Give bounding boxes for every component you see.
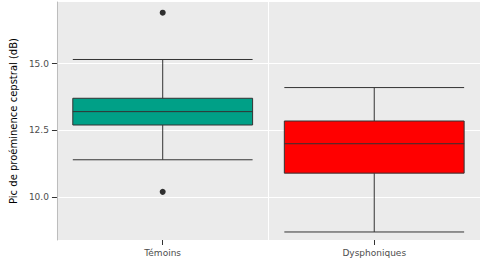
svg-text:10.0: 10.0: [29, 192, 49, 202]
svg-text:Dysphoniques: Dysphoniques: [342, 248, 406, 258]
svg-text:12.5: 12.5: [29, 125, 49, 135]
svg-text:Témoins: Témoins: [143, 248, 181, 258]
svg-text:Pic de proéminence cepstral (d: Pic de proéminence cepstral (dB): [8, 38, 19, 204]
svg-text:15.0: 15.0: [29, 59, 49, 69]
